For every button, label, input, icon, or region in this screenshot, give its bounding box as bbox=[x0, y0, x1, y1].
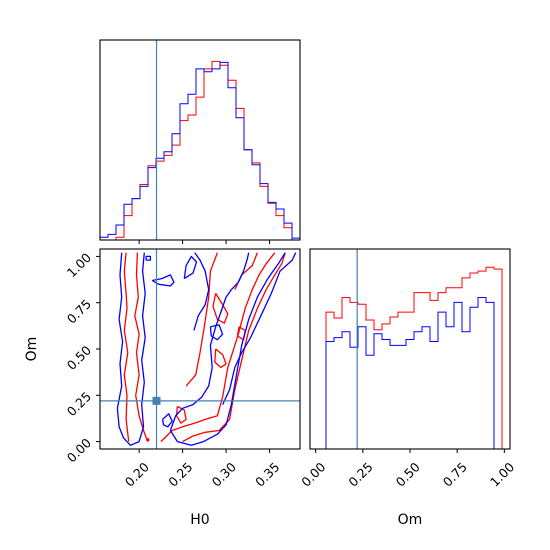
h0-hist-series-1 bbox=[100, 61, 300, 239]
contour-line-s0-3 bbox=[182, 252, 286, 443]
h0-histogram-frame bbox=[99, 39, 301, 241]
contour-line-s1-9 bbox=[145, 255, 152, 261]
contour-xtick-label-2: 0.30 bbox=[209, 459, 239, 489]
h0-histogram-ticks bbox=[138, 240, 271, 244]
om-hist-series-1 bbox=[310, 297, 510, 450]
contour-line-s0-6 bbox=[212, 293, 229, 324]
contour-y-ticks: 0.00 0.25 0.50 0.75 1.00 bbox=[64, 250, 100, 465]
om-histogram-frame bbox=[309, 248, 511, 450]
om-histogram-panel: 0.00 0.25 0.50 0.75 1.00 Om bbox=[298, 248, 517, 528]
contour-line-s1-1 bbox=[169, 252, 286, 446]
h0-hist-series-0 bbox=[100, 60, 300, 241]
contour-line-s1-6 bbox=[183, 255, 198, 280]
contour-ytick-label-4: 1.00 bbox=[64, 250, 94, 280]
contour-marker-s0-0 bbox=[146, 438, 150, 442]
om-hist-xtick-label-4: 1.00 bbox=[487, 459, 517, 489]
om-hist-xtick-label-3: 0.75 bbox=[440, 459, 470, 489]
contour-line-s0-1 bbox=[134, 252, 149, 442]
contour-xtick-label-1: 0.25 bbox=[165, 459, 195, 489]
om-histogram-ticks: 0.00 0.25 0.50 0.75 1.00 bbox=[298, 449, 517, 490]
om-hist-series-0 bbox=[310, 266, 510, 450]
x-axis-label-om: Om bbox=[398, 512, 423, 528]
contour-line-s0-2 bbox=[160, 252, 276, 443]
om-hist-xtick-label-1: 0.25 bbox=[345, 459, 375, 489]
contour-line-s1-4 bbox=[193, 252, 210, 331]
h0-histogram-series bbox=[100, 60, 300, 241]
contour-line-s1-8 bbox=[161, 413, 173, 428]
contour-panel: 0.20 0.25 0.30 0.35 0.00 0.25 0.50 0.75 1.00 H0… bbox=[24, 248, 301, 528]
contour-ytick-label-2: 0.50 bbox=[64, 342, 94, 372]
x-axis-label-h0: H0 bbox=[190, 512, 209, 528]
contour-frame bbox=[99, 248, 301, 450]
contour-line-s0-0 bbox=[123, 252, 130, 442]
contour-x-ticks: 0.20 0.25 0.30 0.35 bbox=[122, 449, 282, 490]
y-axis-label-om: Om bbox=[24, 337, 40, 362]
h0-histogram-panel bbox=[99, 39, 301, 244]
contour-line-s1-2 bbox=[169, 252, 250, 431]
om-histogram-series bbox=[310, 266, 510, 450]
contour-line-s0-7 bbox=[214, 348, 227, 369]
contour-xtick-label-0: 0.20 bbox=[122, 459, 152, 489]
contour-xtick-label-3: 0.35 bbox=[252, 459, 282, 489]
contour-line-s1-5 bbox=[151, 274, 175, 287]
contour-line-s0-4 bbox=[185, 252, 219, 387]
contour-line-s1-0 bbox=[116, 252, 146, 446]
om-hist-xtick-label-2: 0.50 bbox=[393, 459, 423, 489]
contour-line-s0-5 bbox=[234, 252, 259, 290]
contour-line-s1-7 bbox=[209, 324, 224, 341]
contour-ytick-label-3: 0.75 bbox=[64, 296, 94, 326]
contour-line-s1-3 bbox=[222, 252, 297, 405]
om-hist-xtick-label-0: 0.00 bbox=[298, 459, 328, 489]
contour-ytick-label-1: 0.25 bbox=[64, 389, 94, 419]
contour-ytick-label-0: 0.00 bbox=[64, 435, 94, 465]
contour-truth-lines bbox=[100, 249, 300, 449]
contour-series bbox=[116, 252, 297, 446]
contour-truth-point bbox=[152, 396, 161, 405]
